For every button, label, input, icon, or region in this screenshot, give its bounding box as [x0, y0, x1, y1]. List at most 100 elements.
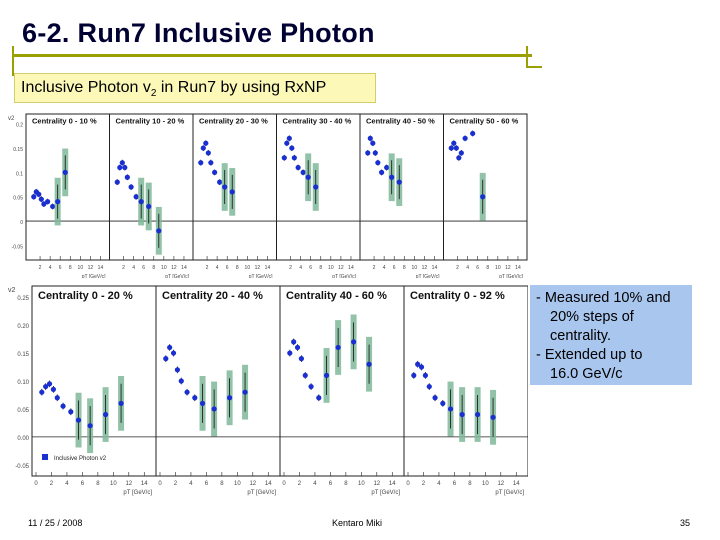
bottom-data-point: [167, 344, 173, 351]
top-xlabel: pT [GeV/c]: [416, 274, 440, 278]
bottom-xlabel: pT [GeV/c]: [123, 490, 152, 496]
top-ytick-label: 0: [20, 220, 23, 226]
bottom-data-point: [46, 381, 53, 387]
top-data-point: [295, 164, 301, 171]
top-data-point: [370, 140, 376, 146]
top-data-point: [41, 201, 47, 207]
top-xtick-label: 10: [245, 265, 251, 271]
bottom-data-point: [335, 344, 341, 351]
top-data-point: [480, 194, 486, 200]
bottom-data-point: [294, 344, 301, 351]
top-xtick-label: 6: [393, 265, 396, 271]
top-xtick-label: 4: [466, 265, 469, 271]
bottom-data-point: [43, 383, 49, 390]
bottom-data-point: [316, 395, 322, 401]
bottom-ytick-label: 0.10: [17, 380, 29, 386]
top-data-point: [124, 174, 130, 180]
top-xtick-label: 6: [476, 265, 479, 271]
note-line-1: - Measured 10% and: [536, 290, 671, 306]
bottom-data-point: [418, 364, 425, 370]
bottom-data-point: [323, 372, 330, 379]
top-xtick-label: 2: [39, 265, 42, 271]
bottom-xlabel: pT [GeV/c]: [495, 490, 524, 496]
bottom-panel-frame: [279, 285, 405, 477]
top-data-point: [156, 228, 162, 234]
top-xtick-label: 10: [78, 265, 84, 271]
top-data-point: [146, 203, 152, 210]
bottom-xlabel: pT [GeV/c]: [247, 490, 276, 496]
top-ytick-label: -0.05: [12, 244, 24, 250]
top-data-point: [289, 145, 295, 151]
bottom-data-point: [291, 339, 297, 345]
bottom-ylabel: v2: [8, 287, 16, 294]
top-xtick-label: 2: [206, 265, 209, 271]
top-xtick-label: 8: [152, 265, 155, 271]
bottom-data-point: [103, 411, 109, 418]
bottom-xtick-label: 2: [298, 481, 302, 487]
bottom-data-point: [415, 361, 421, 367]
bottom-xtick-label: 6: [329, 481, 333, 487]
top-data-point: [138, 199, 144, 205]
bottom-data-point: [227, 395, 233, 401]
notes-box: - Measured 10% and 20% steps of centrali…: [530, 285, 692, 385]
top-xtick-label: 10: [328, 265, 334, 271]
top-panel-label: Centrality 10 - 20 %: [116, 117, 185, 126]
bottom-data-point: [302, 372, 308, 379]
bottom-data-point: [447, 406, 454, 412]
bottom-panel-frame: [155, 285, 281, 477]
top-xtick-label: 14: [265, 265, 271, 271]
top-data-point: [36, 191, 42, 197]
top-xtick-label: 6: [59, 265, 62, 271]
note-line-5: 16.0 GeV/c: [550, 366, 623, 382]
top-data-point: [133, 194, 139, 200]
top-xlabel: pT [GeV/c]: [82, 274, 106, 278]
top-xtick-label: 12: [171, 265, 177, 271]
top-xtick-label: 10: [495, 265, 501, 271]
bottom-xtick-label: 4: [65, 481, 69, 487]
top-data-point: [229, 189, 235, 195]
top-data-point: [31, 194, 37, 200]
top-xtick-label: 12: [338, 265, 344, 271]
bottom-ytick-label: 0.05: [17, 408, 29, 414]
bottom-xtick-label: 4: [189, 481, 193, 487]
top-data-point: [208, 160, 214, 166]
bottom-data-point: [87, 423, 93, 429]
top-data-point: [456, 155, 462, 161]
bottom-data-point: [298, 356, 304, 362]
bottom-xtick-label: 14: [141, 481, 148, 487]
bottom-data-point: [475, 411, 481, 418]
bottom-data-point: [184, 389, 190, 395]
title-underline: [12, 54, 532, 57]
subtitle: Inclusive Photon v2 in Run7 by using RxN…: [21, 79, 326, 99]
bottom-data-point: [242, 389, 248, 395]
top-data-point: [365, 150, 371, 156]
top-xtick-label: 2: [122, 265, 125, 271]
top-data-point: [128, 184, 134, 190]
top-xtick-label: 6: [309, 265, 312, 271]
top-data-point: [300, 169, 306, 175]
top-data-point: [281, 155, 287, 161]
top-xtick-label: 10: [412, 265, 418, 271]
bottom-data-point: [211, 406, 217, 412]
top-data-point: [367, 135, 373, 141]
bottom-data-point: [440, 400, 446, 406]
top-data-point: [372, 150, 378, 156]
top-xtick-label: 2: [289, 265, 292, 271]
top-data-point: [50, 203, 56, 210]
top-ytick-label: 0.1: [16, 171, 23, 177]
top-data-point: [122, 164, 128, 171]
top-xtick-label: 2: [456, 265, 459, 271]
bottom-data-point: [163, 356, 169, 362]
bottom-panel-label: Centrality 20 - 40 %: [162, 290, 263, 302]
footer-date: 11 / 25 / 2008: [28, 518, 83, 528]
bottom-data-point: [490, 414, 496, 420]
note-line-3: centrality.: [550, 328, 611, 344]
note-line-4: - Extended up to: [536, 347, 643, 363]
top-xtick-label: 14: [515, 265, 521, 271]
top-xlabel: pT [GeV/c]: [332, 274, 356, 278]
bottom-data-point: [75, 417, 82, 423]
bottom-panel-label: Centrality 40 - 60 %: [286, 290, 387, 302]
title-corner-right: [526, 46, 542, 68]
bottom-data-point: [422, 372, 428, 379]
bottom-ytick-label: 0.25: [17, 296, 29, 302]
